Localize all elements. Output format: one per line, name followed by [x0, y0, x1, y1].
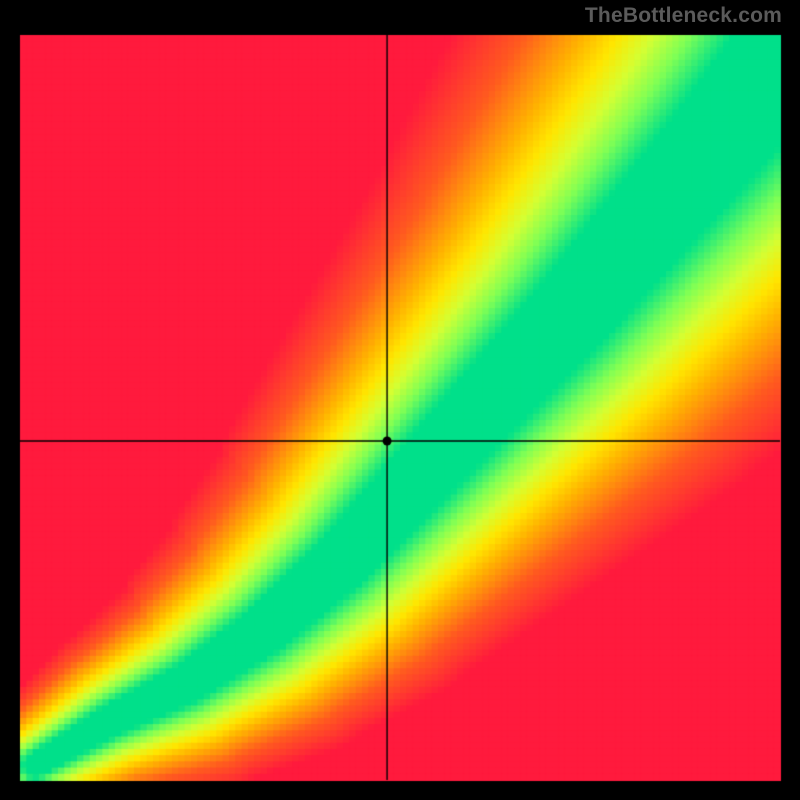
bottleneck-heatmap: [0, 0, 800, 800]
watermark-text: TheBottleneck.com: [585, 4, 782, 28]
